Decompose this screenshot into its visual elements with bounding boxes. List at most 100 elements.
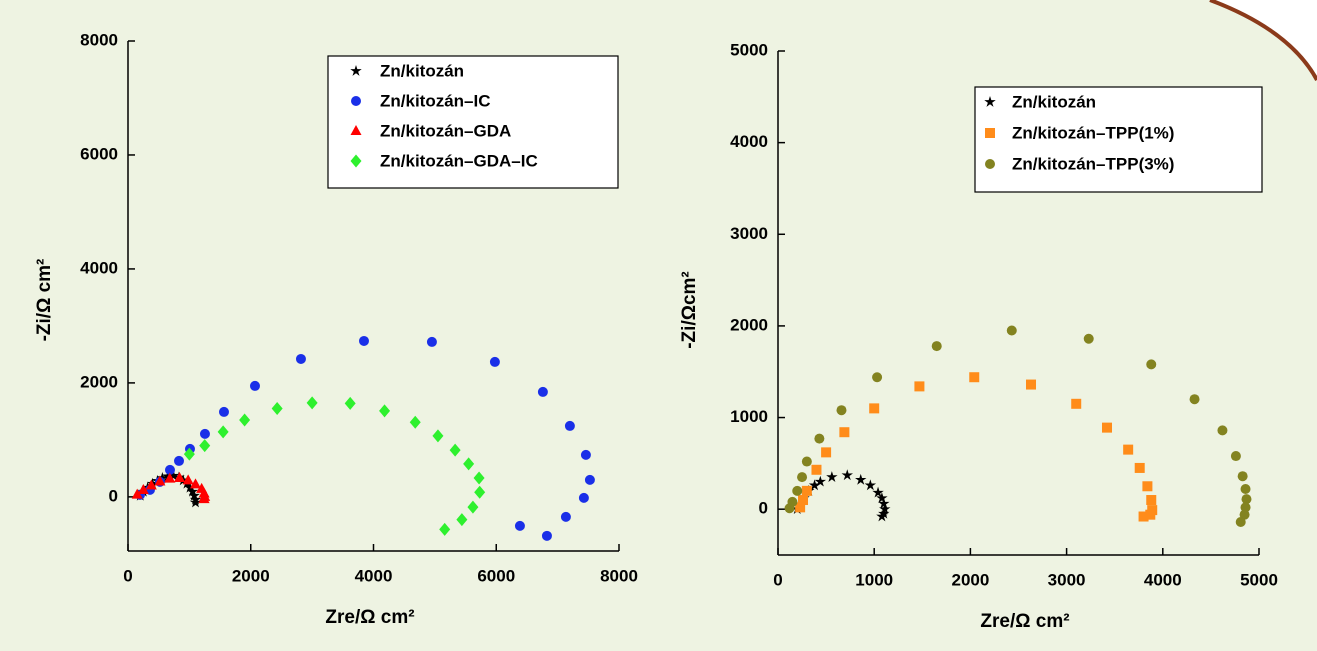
x-tick-label: 2000 (232, 566, 270, 585)
x-tick-label: 5000 (1240, 570, 1278, 589)
data-point (1134, 462, 1145, 473)
y-axis-label: -Zi/Ω cm² (34, 259, 55, 342)
y-tick-label: 6000 (80, 144, 118, 163)
data-point (836, 405, 847, 416)
data-point (1102, 422, 1113, 433)
data-point (456, 513, 468, 527)
y-tick-label: 2000 (730, 315, 768, 334)
legend-box (327, 55, 619, 189)
data-point (174, 455, 185, 466)
data-point (473, 471, 485, 485)
data-point (167, 469, 180, 481)
data-point (198, 493, 210, 504)
x-axis-label: Zre/Ω cm² (325, 607, 414, 628)
data-point (578, 492, 589, 503)
data-point (514, 520, 525, 531)
legend-label: Zn/kitozán–IC (380, 91, 491, 110)
data-point (379, 404, 391, 418)
data-point (174, 472, 186, 483)
data-point (190, 478, 202, 489)
data-point (969, 372, 980, 383)
data-point (164, 472, 176, 483)
data-point (1026, 379, 1037, 390)
data-point (463, 457, 475, 471)
data-point (156, 472, 169, 483)
legend-label: Zn/kitozán–GDA (380, 121, 511, 140)
data-point (560, 511, 571, 522)
data-point (449, 443, 461, 457)
data-point (271, 402, 283, 416)
data-point (1123, 444, 1134, 455)
legend-marker (985, 128, 995, 138)
data-point (1146, 495, 1157, 506)
data-point (249, 380, 260, 391)
data-point (1239, 509, 1250, 520)
data-point (183, 447, 195, 461)
data-point (218, 406, 229, 417)
data-point (306, 396, 318, 410)
legend-marker (350, 65, 362, 76)
data-point (864, 479, 877, 491)
data-point (1145, 509, 1156, 520)
legend-label: Zn/kitozán–TPP(1%) (1012, 123, 1174, 142)
data-point (188, 489, 200, 501)
data-point (137, 484, 149, 495)
y-tick-label: 2000 (80, 372, 118, 391)
data-point (154, 475, 166, 486)
data-point (1138, 511, 1149, 522)
data-point (537, 386, 548, 397)
data-point (426, 336, 437, 347)
data-point (467, 500, 479, 514)
data-point (564, 420, 575, 431)
data-point (1071, 398, 1082, 409)
data-point (358, 335, 369, 346)
data-point (1230, 451, 1241, 462)
legend-label: Zn/kitozán–GDA–IC (380, 151, 538, 170)
legend-marker (984, 96, 996, 107)
data-point (814, 433, 825, 444)
y-tick-label: 4000 (80, 258, 118, 277)
data-point (184, 481, 196, 493)
data-point (814, 475, 827, 487)
data-point (199, 439, 211, 453)
y-tick-label: 1000 (730, 407, 768, 426)
data-point (839, 427, 850, 438)
data-point (489, 356, 500, 367)
data-point (199, 428, 210, 439)
data-point (1189, 394, 1200, 405)
data-point (876, 510, 888, 522)
data-point (869, 403, 880, 414)
data-point (164, 464, 175, 475)
y-tick-label: 5000 (730, 40, 768, 59)
x-tick-label: 4000 (1144, 570, 1182, 589)
y-tick-label: 4000 (730, 132, 768, 151)
data-point (1217, 425, 1228, 436)
data-point (797, 472, 808, 483)
data-point (186, 485, 199, 497)
data-point (344, 396, 356, 410)
data-point (855, 473, 867, 485)
data-point (182, 474, 194, 485)
data-point (1142, 481, 1153, 492)
x-tick-label: 8000 (600, 566, 638, 585)
data-point (795, 502, 806, 513)
y-axis-label: -Zi/Ωcm² (679, 271, 700, 349)
data-point (1240, 484, 1251, 495)
data-point (811, 464, 822, 475)
x-tick-label: 0 (123, 566, 132, 585)
corner-decoration (1210, 0, 1317, 80)
legend-marker (350, 125, 362, 135)
legend-marker (985, 159, 995, 169)
data-point (432, 429, 444, 443)
data-point (584, 474, 595, 485)
data-point (131, 488, 143, 499)
data-point (872, 486, 884, 498)
x-tick-label: 3000 (1048, 570, 1086, 589)
data-point (1146, 359, 1157, 370)
data-point (821, 447, 832, 458)
data-point (878, 497, 890, 509)
legend-marker (350, 154, 362, 168)
y-tick-label: 0 (109, 486, 118, 505)
data-point (872, 372, 883, 383)
